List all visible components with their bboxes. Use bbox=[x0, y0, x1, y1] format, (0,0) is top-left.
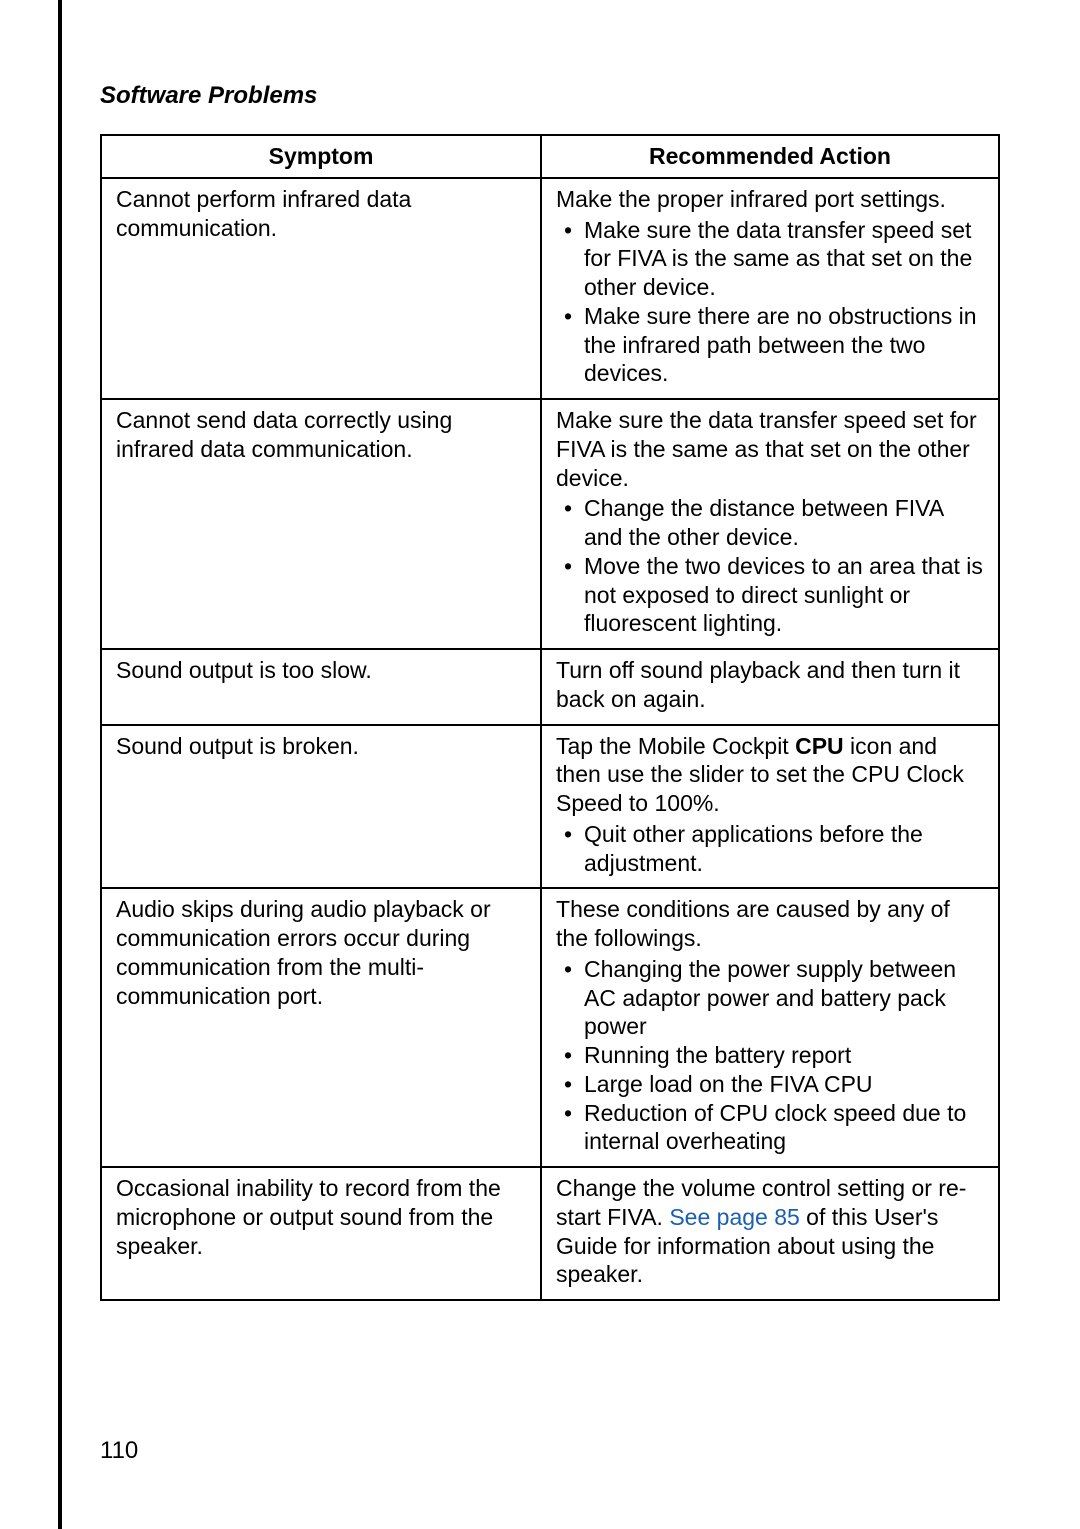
see-page-link[interactable]: See page 85 bbox=[669, 1204, 799, 1230]
action-text: Make the proper infrared port settings. bbox=[556, 185, 984, 214]
action-text: Change the volume control setting or re-… bbox=[556, 1174, 984, 1289]
page-number: 110 bbox=[100, 1437, 138, 1465]
action-text: Turn off sound playback and then turn it… bbox=[556, 656, 984, 714]
action-cell: Make the proper infrared port settings. … bbox=[541, 178, 999, 399]
action-text: These conditions are caused by any of th… bbox=[556, 895, 984, 953]
table-header-row: Symptom Recommended Action bbox=[101, 135, 999, 178]
section-title: Software Problems bbox=[100, 82, 1000, 110]
software-problems-table: Symptom Recommended Action Cannot perfor… bbox=[100, 134, 1000, 1301]
table-row: Cannot send data correctly using infrare… bbox=[101, 399, 999, 649]
table-row: Cannot perform infrared data communicati… bbox=[101, 178, 999, 399]
action-bullet: Change the distance between FIVA and the… bbox=[556, 494, 984, 552]
action-text: Tap the Mobile Cockpit CPU icon and then… bbox=[556, 732, 984, 818]
action-bullets: Changing the power supply between AC ada… bbox=[556, 955, 984, 1156]
action-bullets: Make sure the data transfer speed set fo… bbox=[556, 216, 984, 389]
table-row: Sound output is broken. Tap the Mobile C… bbox=[101, 725, 999, 889]
action-cell: Make sure the data transfer speed set fo… bbox=[541, 399, 999, 649]
table-row: Sound output is too slow. Turn off sound… bbox=[101, 649, 999, 725]
action-text: Make sure the data transfer speed set fo… bbox=[556, 406, 984, 492]
col-header-action: Recommended Action bbox=[541, 135, 999, 178]
action-bullet: Changing the power supply between AC ada… bbox=[556, 955, 984, 1041]
action-bullet: Running the battery report bbox=[556, 1041, 984, 1070]
col-header-symptom: Symptom bbox=[101, 135, 541, 178]
symptom-cell: Sound output is broken. bbox=[101, 725, 541, 889]
page-left-rule bbox=[58, 0, 62, 1529]
action-cell: Change the volume control setting or re-… bbox=[541, 1167, 999, 1300]
action-bullet: Move the two devices to an area that is … bbox=[556, 552, 984, 638]
symptom-cell: Cannot perform infrared data communicati… bbox=[101, 178, 541, 399]
action-bullet: Make sure there are no obstructions in t… bbox=[556, 302, 984, 388]
action-cell: These conditions are caused by any of th… bbox=[541, 888, 999, 1167]
action-bullets: Quit other applications before the adjus… bbox=[556, 820, 984, 878]
action-cell: Tap the Mobile Cockpit CPU icon and then… bbox=[541, 725, 999, 889]
action-bullet: Large load on the FIVA CPU bbox=[556, 1070, 984, 1099]
symptom-cell: Audio skips during audio playback or com… bbox=[101, 888, 541, 1167]
symptom-cell: Sound output is too slow. bbox=[101, 649, 541, 725]
action-bullet: Make sure the data transfer speed set fo… bbox=[556, 216, 984, 302]
action-text-pre: Tap the Mobile Cockpit bbox=[556, 733, 795, 759]
symptom-cell: Cannot send data correctly using infrare… bbox=[101, 399, 541, 649]
action-bullets: Change the distance between FIVA and the… bbox=[556, 494, 984, 638]
action-bullet: Quit other applications before the adjus… bbox=[556, 820, 984, 878]
action-bullet: Reduction of CPU clock speed due to inte… bbox=[556, 1099, 984, 1157]
symptom-cell: Occasional inability to record from the … bbox=[101, 1167, 541, 1300]
action-cell: Turn off sound playback and then turn it… bbox=[541, 649, 999, 725]
table-row: Audio skips during audio playback or com… bbox=[101, 888, 999, 1167]
cpu-bold: CPU bbox=[795, 733, 844, 759]
table-row: Occasional inability to record from the … bbox=[101, 1167, 999, 1300]
